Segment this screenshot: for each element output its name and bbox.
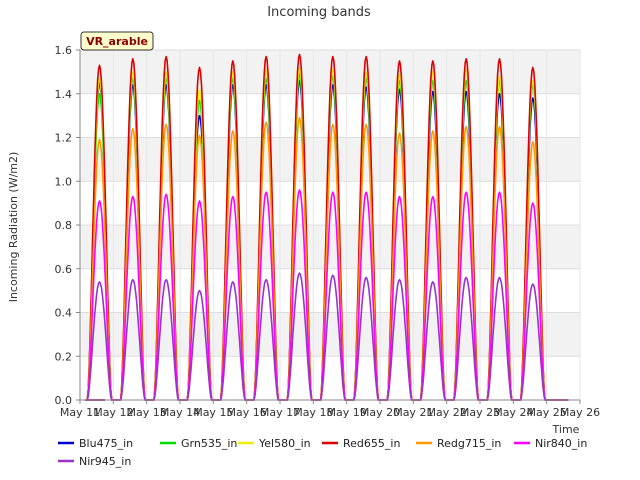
y-tick-label: 1.0 [55, 175, 73, 188]
y-tick-label: 0.8 [55, 219, 73, 232]
x-tick-label: May 24 [493, 406, 533, 419]
legend-label-nir840_in: Nir840_in [535, 437, 587, 450]
x-tick-label: May 22 [427, 406, 467, 419]
legend: Blu475_in Grn535_in Yel580_in Red655_in Redg… [58, 437, 587, 468]
legend-label-red655_in: Red655_in [343, 437, 400, 450]
x-tick-label: May 12 [93, 406, 133, 419]
x-tick-label: May 11 [60, 406, 100, 419]
x-tick-label: May 26 [560, 406, 600, 419]
legend-label-yel580_in: Yel580_in [258, 437, 311, 450]
x-tick-label: May 23 [460, 406, 500, 419]
y-tick-label: 1.4 [55, 88, 73, 101]
x-tick-label: May 20 [360, 406, 400, 419]
x-axis-title: Time [552, 423, 580, 436]
y-tick-label: 1.2 [55, 132, 73, 145]
x-tick-label: May 21 [393, 406, 433, 419]
y-tick-label: 0.0 [55, 394, 73, 407]
x-tick-label: May 16 [227, 406, 267, 419]
legend-label-grn535_in: Grn535_in [181, 437, 237, 450]
x-tick-label: May 19 [327, 406, 367, 419]
legend-label-redg715_in: Redg715_in [437, 437, 501, 450]
chart-title: Incoming bands [267, 5, 371, 20]
x-tick-label: May 17 [260, 406, 300, 419]
site-badge-label: VR_arable [86, 35, 148, 48]
x-tick-label: May 15 [193, 406, 233, 419]
y-tick-label: 1.6 [55, 44, 73, 57]
y-axis-title: Incoming Radiation (W/m2) [7, 152, 20, 303]
site-badge: VR_arable [80, 31, 154, 51]
y-tick-label: 0.2 [55, 350, 73, 363]
y-tick-label: 0.6 [55, 263, 73, 276]
x-tick-label: May 13 [127, 406, 167, 419]
legend-label-blu475_in: Blu475_in [79, 437, 133, 450]
plot-band [80, 312, 580, 357]
legend-label-nir945_in: Nir945_in [79, 455, 131, 468]
x-tick-label: May 25 [527, 406, 567, 419]
x-tick-label: May 18 [293, 406, 333, 419]
y-tick-labels: 0.0 0.2 0.4 0.6 0.8 1.0 1.2 1.4 1.6 [55, 44, 80, 407]
plot-band [80, 225, 580, 269]
x-tick-label: May 14 [160, 406, 200, 419]
y-tick-label: 0.4 [55, 307, 73, 320]
